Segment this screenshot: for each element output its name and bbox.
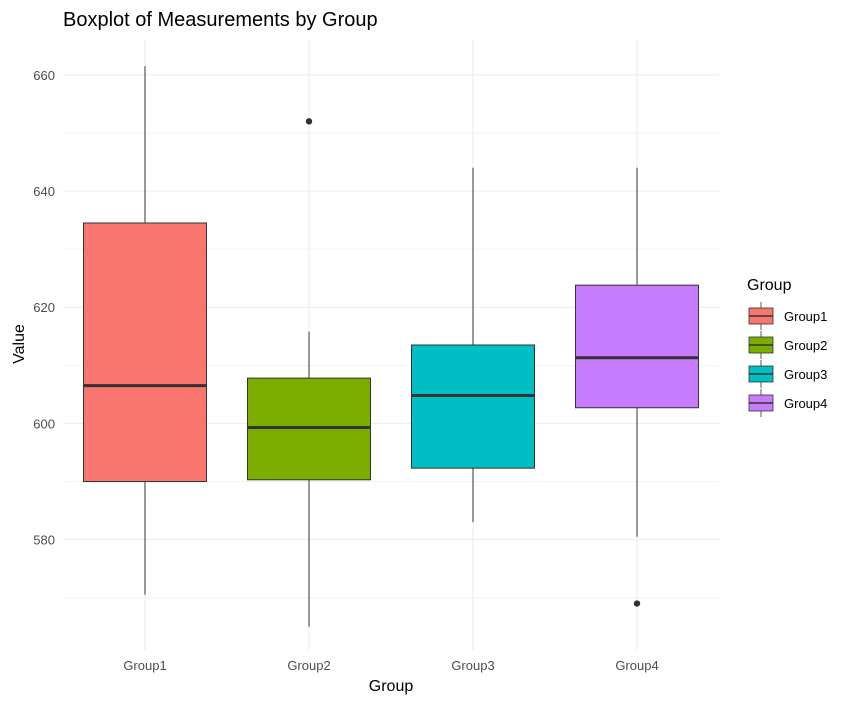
outlier-point — [633, 600, 641, 607]
legend-item-group4: Group4 — [748, 389, 827, 417]
y-tick-label: 660 — [33, 68, 55, 83]
chart-title: Boxplot of Measurements by Group — [63, 9, 378, 31]
y-tick-label: 640 — [33, 184, 55, 199]
legend-item-group3: Group3 — [748, 360, 827, 388]
box-group3 — [411, 167, 535, 523]
legend-item-group1: Group1 — [748, 302, 827, 330]
legend-label: Group1 — [784, 309, 827, 324]
box-body — [83, 222, 207, 483]
legend: Group1 Group2 Group3 Group4 — [748, 302, 827, 417]
legend-label: Group3 — [784, 367, 827, 382]
box-group2 — [247, 118, 371, 627]
y-tick-label: 620 — [33, 300, 55, 315]
y-tick-label: 580 — [33, 533, 55, 548]
box-group1 — [83, 66, 207, 595]
x-tick-label: Group3 — [451, 658, 494, 673]
x-axis-ticks: Group1 Group2 Group3 Group4 — [123, 658, 658, 673]
x-tick-label: Group1 — [123, 658, 166, 673]
y-axis-title: Value — [11, 324, 28, 364]
box-group4 — [575, 167, 699, 607]
legend-title: Group — [747, 277, 792, 294]
legend-label: Group4 — [784, 396, 827, 411]
box-body — [411, 344, 535, 469]
legend-label: Group2 — [784, 338, 827, 353]
outlier-point — [305, 118, 313, 125]
x-tick-label: Group2 — [287, 658, 330, 673]
x-axis-title: Group — [369, 678, 414, 695]
x-tick-label: Group4 — [615, 658, 658, 673]
legend-item-group2: Group2 — [748, 331, 827, 359]
boxes — [83, 66, 699, 627]
y-tick-label: 600 — [33, 416, 55, 431]
box-body — [575, 284, 699, 409]
y-axis-ticks: 580 600 620 640 660 — [33, 68, 55, 548]
